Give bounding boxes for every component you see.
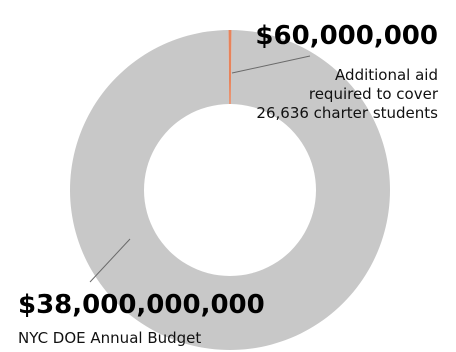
- charter-aid-description-line-3: 26,636 charter students: [256, 104, 438, 122]
- doe-budget-value-label: $38,000,000,000: [18, 290, 265, 320]
- charter-aid-value-label: $60,000,000: [255, 21, 438, 51]
- charter-aid-description-line-2: required to cover: [309, 85, 439, 103]
- slice-doe-budget: [69, 30, 390, 351]
- slice-charter-aid: [228, 29, 232, 105]
- charter-aid-description-line-1: Additional aid: [335, 66, 438, 84]
- leader-line-doe-budget: [89, 238, 131, 283]
- doe-budget-description: NYC DOE Annual Budget: [18, 329, 201, 347]
- leader-line-charter-aid: [231, 55, 311, 74]
